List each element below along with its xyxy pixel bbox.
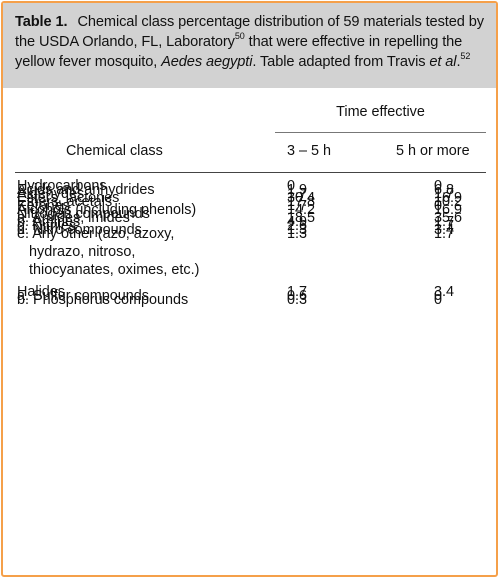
cell-class: e. Any other (azo, azoxy, hydrazo, nitro…	[17, 225, 267, 279]
cell-class-line-2: hydrazo, nitroso,	[17, 243, 267, 261]
column-header-3-5h: 3 – 5 h	[287, 143, 331, 159]
caption-label: Table 1.	[15, 14, 67, 30]
table-row: e. Any other (azo, azoxy, hydrazo, nitro…	[17, 225, 486, 279]
cell-5h-more: 0	[434, 291, 442, 309]
column-header-class: Chemical class	[66, 143, 163, 159]
caption-etal: et al	[429, 54, 456, 70]
cell-class: b. Phosphorus compounds	[17, 291, 267, 309]
cell-3-5h: 1.3	[287, 225, 307, 243]
cell-5h-more: 1.7	[434, 225, 454, 243]
header-group-label: Time effective	[275, 104, 486, 120]
table-body: Hydrocarbons 0 0 Acids and anhydrides 1.…	[17, 177, 486, 231]
column-header-5h-more: 5 h or more	[396, 143, 470, 159]
header-rule	[15, 172, 486, 173]
caption-reference: 50	[235, 31, 245, 41]
header-group-rule	[275, 132, 486, 133]
cell-3-5h: 0.3	[287, 291, 307, 309]
cell-class-line-1: e. Any other (azo, azoxy,	[17, 225, 267, 243]
table-header: Time effective Chemical class 3 – 5 h 5 …	[15, 88, 486, 176]
caption-text-3: . Table adapted from Travis	[252, 54, 429, 70]
cell-class-line-3: thiocyanates, oximes, etc.)	[17, 261, 267, 279]
table-caption: Table 1. Chemical class percentage distr…	[3, 3, 496, 88]
caption-species: Aedes aegypti	[161, 54, 252, 70]
caption-reference-2: 52	[460, 51, 470, 61]
